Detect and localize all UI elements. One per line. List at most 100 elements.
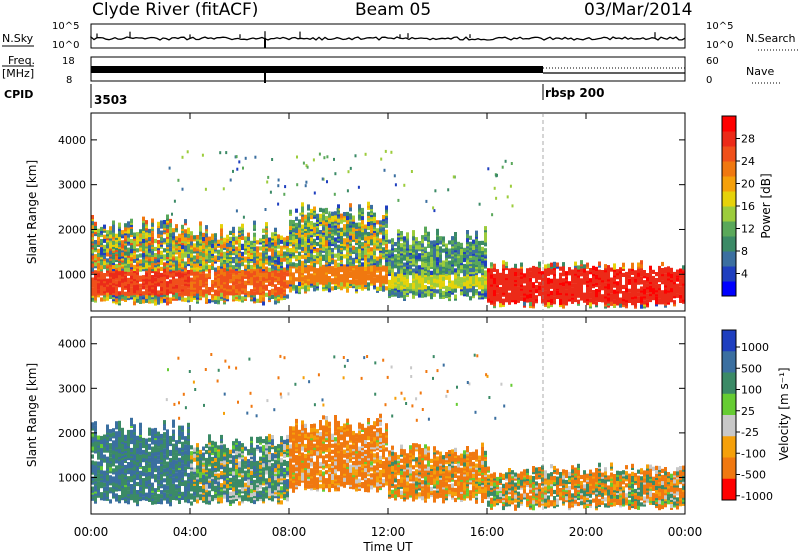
range-cell bbox=[232, 257, 235, 262]
range-cell bbox=[142, 285, 145, 290]
range-cell bbox=[499, 293, 502, 298]
range-cell bbox=[298, 259, 301, 264]
range-cell bbox=[178, 272, 181, 277]
range-cell bbox=[625, 271, 628, 277]
range-cell bbox=[184, 261, 187, 266]
range-cell bbox=[523, 301, 526, 306]
range-cell bbox=[352, 257, 355, 262]
range-cell bbox=[532, 282, 535, 287]
range-cell bbox=[316, 252, 319, 257]
range-cell bbox=[220, 258, 223, 263]
range-cell bbox=[136, 284, 139, 289]
range-cell bbox=[673, 300, 676, 305]
range-cell bbox=[284, 185, 287, 189]
range-cell bbox=[307, 264, 310, 270]
range-cell bbox=[100, 484, 103, 489]
range-cell bbox=[415, 291, 418, 296]
range-cell bbox=[613, 289, 616, 294]
range-cell bbox=[452, 175, 455, 179]
range-cell bbox=[421, 281, 424, 286]
range-cell bbox=[379, 238, 382, 243]
range-cell bbox=[238, 295, 241, 300]
range-cell bbox=[127, 438, 130, 443]
range-cell bbox=[238, 160, 241, 164]
range-cell bbox=[205, 265, 208, 270]
range-cell bbox=[361, 284, 364, 289]
range-cell bbox=[100, 435, 103, 441]
range-cell bbox=[434, 189, 437, 193]
range-cell bbox=[190, 297, 193, 302]
range-cell bbox=[112, 232, 115, 237]
range-cell bbox=[439, 292, 442, 297]
range-cell bbox=[100, 247, 103, 252]
range-cell bbox=[319, 217, 322, 223]
range-cell bbox=[541, 275, 544, 280]
range-cell bbox=[511, 288, 514, 293]
range-cell bbox=[321, 177, 324, 181]
range-cell bbox=[574, 275, 577, 280]
range-cell bbox=[325, 230, 328, 235]
range-cell bbox=[250, 289, 253, 294]
range-cell bbox=[193, 247, 196, 252]
range-cell bbox=[250, 240, 253, 245]
range-cell bbox=[298, 229, 301, 234]
range-cell bbox=[253, 252, 256, 258]
range-cell bbox=[127, 482, 130, 487]
range-cell bbox=[610, 293, 613, 298]
range-cell bbox=[202, 289, 205, 294]
range-cell bbox=[322, 236, 325, 241]
range-cell bbox=[499, 272, 502, 277]
range-cell bbox=[127, 277, 130, 282]
range-cell bbox=[226, 295, 229, 300]
range-cell bbox=[262, 257, 265, 262]
range-cell bbox=[577, 265, 580, 270]
range-cell bbox=[103, 264, 106, 270]
range-cell bbox=[94, 421, 97, 426]
range-cell bbox=[235, 284, 238, 289]
range-cell bbox=[484, 270, 487, 275]
range-cell bbox=[142, 246, 145, 252]
range-cell bbox=[385, 211, 388, 216]
range-cell bbox=[682, 265, 685, 270]
range-cell bbox=[118, 452, 121, 458]
range-cell bbox=[511, 284, 514, 289]
range-cell bbox=[199, 245, 202, 250]
range-cell bbox=[325, 226, 328, 231]
range-cell bbox=[376, 228, 379, 233]
range-cell bbox=[133, 301, 136, 306]
range-cell bbox=[391, 272, 394, 277]
range-cell bbox=[173, 199, 176, 203]
range-cell bbox=[427, 286, 430, 291]
range-cell bbox=[454, 232, 457, 237]
range-cell bbox=[112, 279, 115, 284]
range-cell bbox=[241, 235, 244, 240]
beam-title: Beam 05 bbox=[355, 0, 432, 20]
range-cell bbox=[310, 245, 313, 250]
range-cell bbox=[640, 292, 643, 297]
range-cell bbox=[115, 421, 118, 426]
range-cell bbox=[250, 269, 253, 274]
range-cell bbox=[262, 228, 265, 233]
range-cell bbox=[193, 255, 196, 260]
range-cell bbox=[100, 265, 103, 270]
range-cell bbox=[223, 251, 226, 256]
range-cell bbox=[451, 236, 454, 241]
range-cell bbox=[202, 249, 205, 254]
range-cell bbox=[190, 249, 193, 254]
range-cell bbox=[388, 249, 391, 254]
range-cell bbox=[373, 250, 376, 256]
range-cell bbox=[304, 279, 307, 284]
range-cell bbox=[502, 264, 505, 269]
range-cell bbox=[232, 236, 235, 242]
range-cell bbox=[286, 235, 289, 241]
range-cell bbox=[346, 232, 349, 237]
range-cell bbox=[91, 460, 94, 465]
range-cell bbox=[646, 273, 649, 278]
range-cell bbox=[382, 247, 385, 252]
range-cell bbox=[421, 243, 424, 248]
range-cell bbox=[139, 478, 142, 483]
range-cell bbox=[154, 267, 157, 272]
range-cell bbox=[109, 443, 112, 448]
range-cell bbox=[187, 227, 190, 232]
range-cell bbox=[439, 270, 442, 275]
